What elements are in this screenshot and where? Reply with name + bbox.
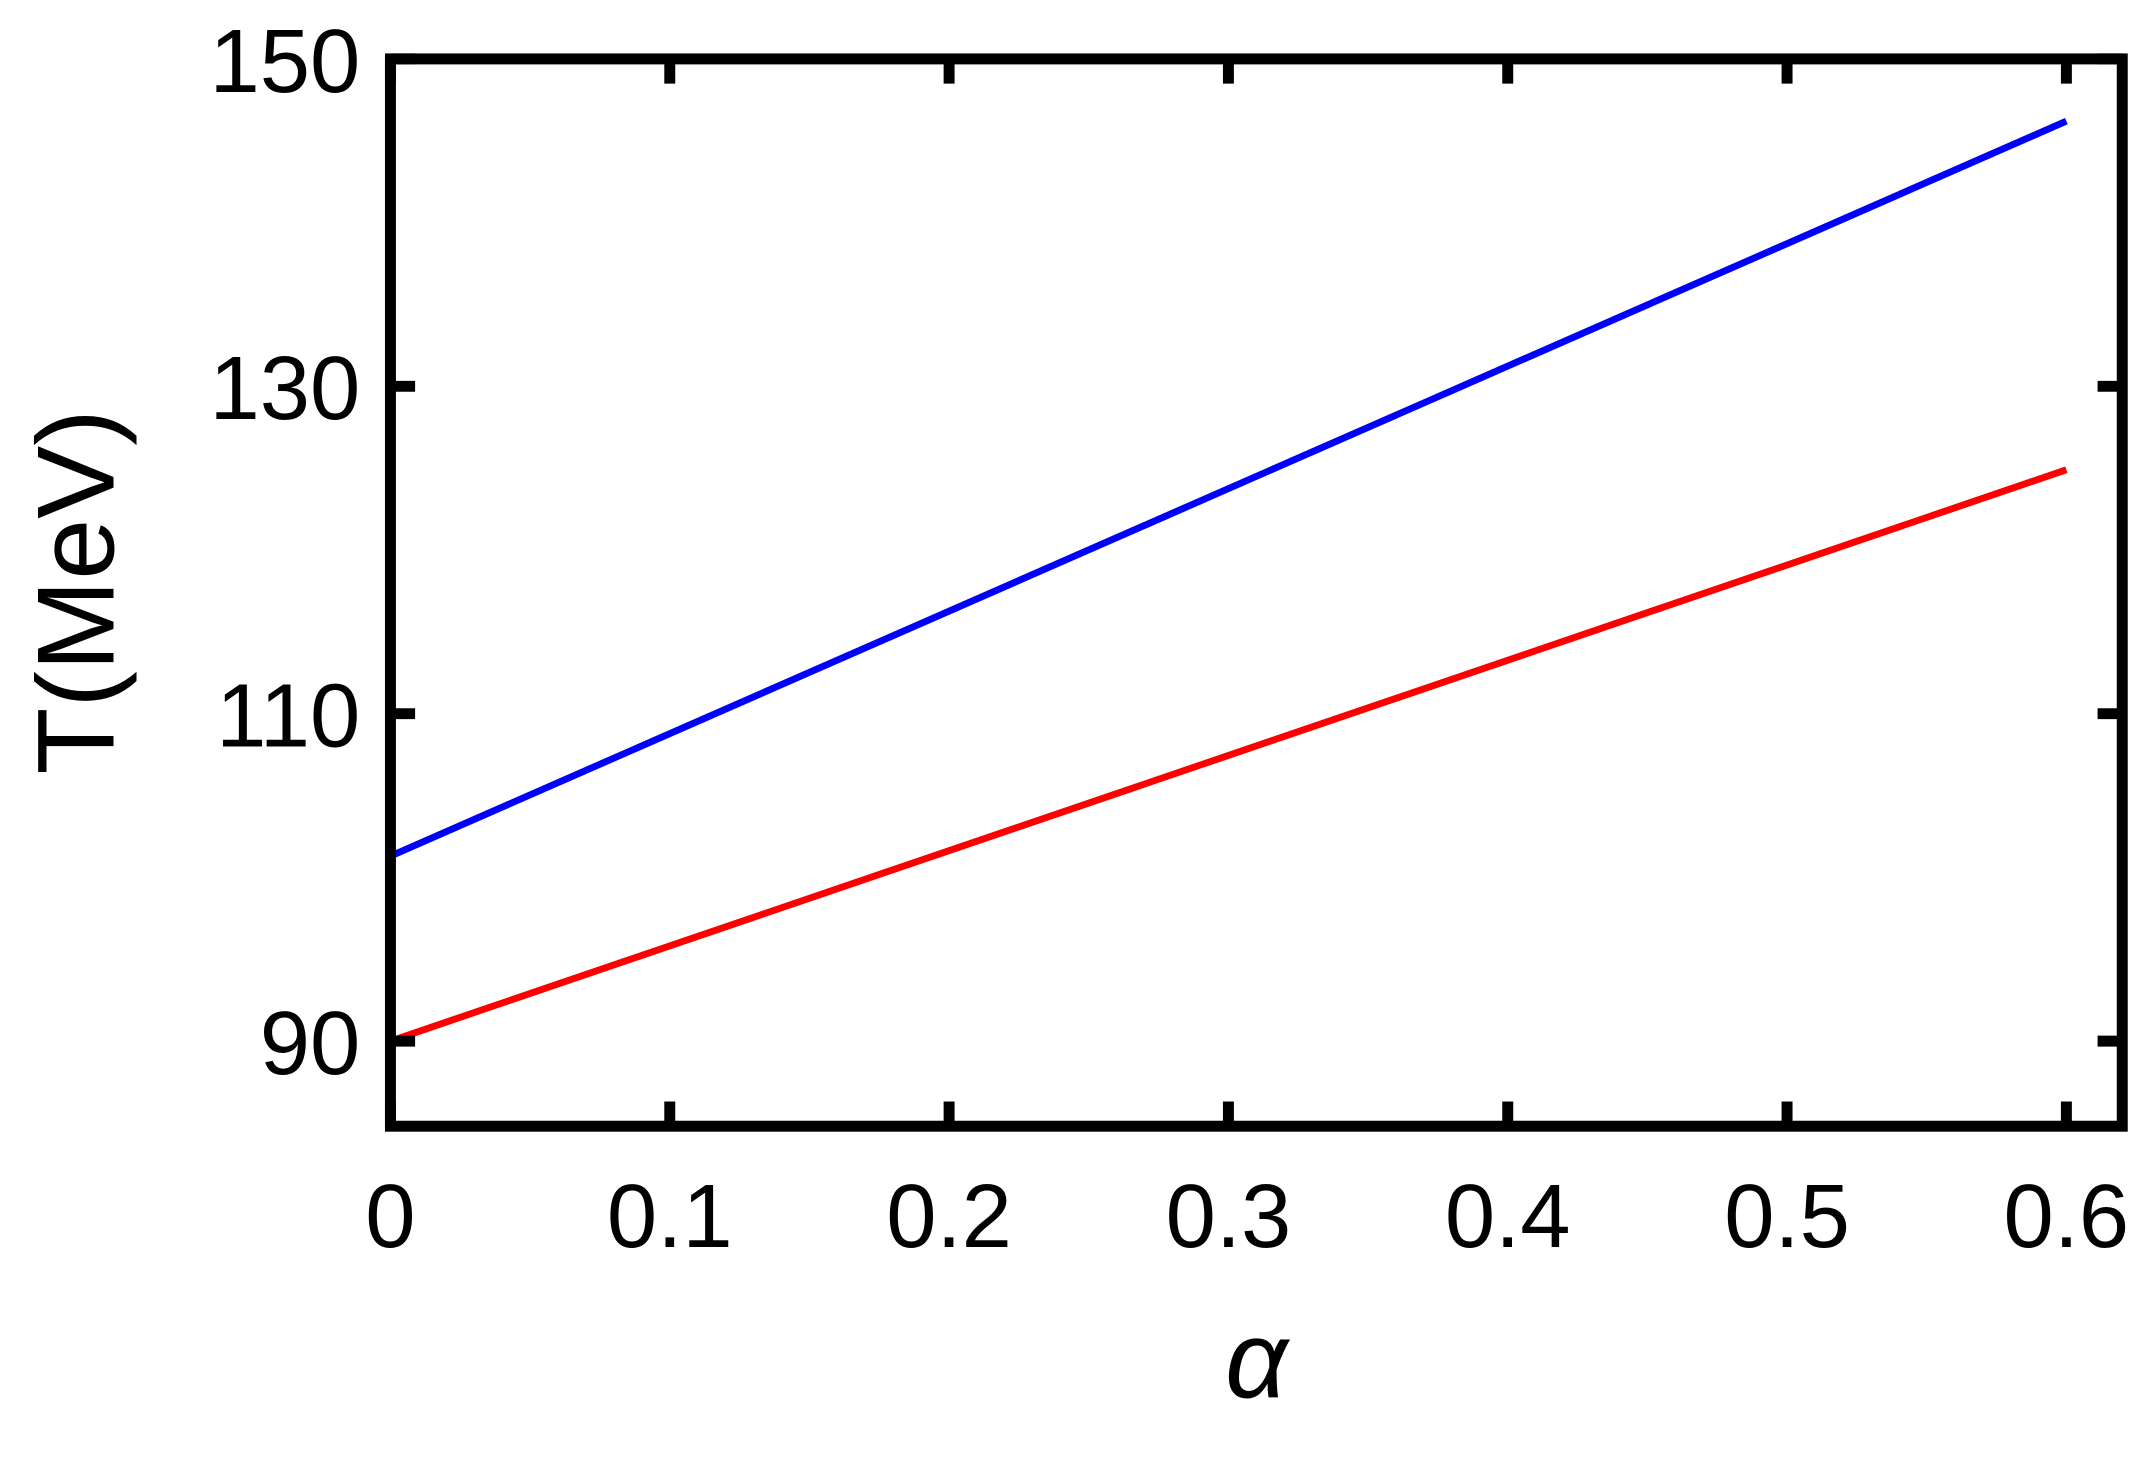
data-line xyxy=(389,117,2068,860)
x-tick-label: 0 xyxy=(365,1166,415,1267)
x-tick-label: 0.3 xyxy=(1166,1166,1292,1267)
y-tick-label: 110 xyxy=(216,666,360,767)
x-tick-label: 0.5 xyxy=(1724,1166,1850,1267)
plot-frame xyxy=(384,53,2128,1132)
x-tick-label: 0.1 xyxy=(607,1166,733,1267)
y-tick-label: 90 xyxy=(260,993,361,1094)
x-tick-label: 0.6 xyxy=(2004,1166,2130,1267)
y-tick-label: 130 xyxy=(209,338,360,439)
y-tick-label: 150 xyxy=(209,11,360,112)
data-line xyxy=(389,466,2068,1045)
x-tick-label: 0.4 xyxy=(1445,1166,1571,1267)
x-axis-label: α xyxy=(1225,1299,1291,1421)
x-tick-label: 0.2 xyxy=(886,1166,1012,1267)
y-axis-label: T(MeV) xyxy=(16,409,138,774)
